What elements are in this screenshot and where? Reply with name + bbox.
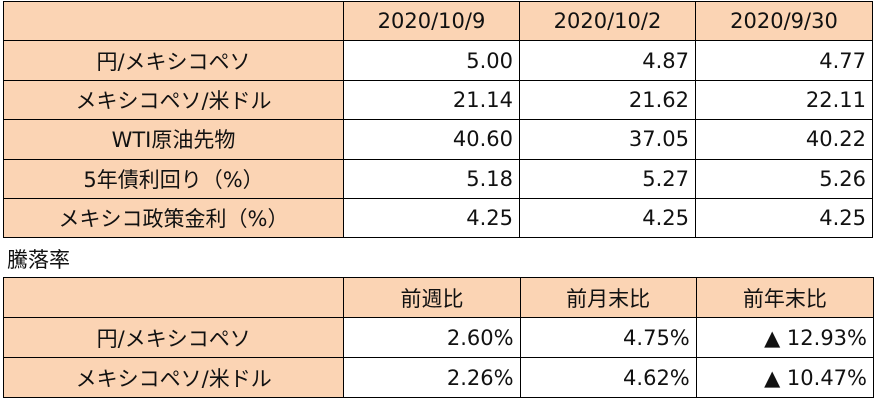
- table-cell: 37.05: [519, 119, 696, 160]
- header-cell-period: 前週比: [343, 277, 521, 318]
- table-cell: 21.14: [343, 79, 520, 121]
- table-cell: 4.77: [695, 40, 873, 81]
- change-rate-table: 前週比 前月末比 前年末比 円/メキシコペソ 2.60% 4.75% ▲ 12.…: [2, 277, 875, 398]
- row-label: WTI原油先物: [3, 119, 344, 160]
- table-cell: ▲ 12.93%: [695, 317, 875, 358]
- row-label: メキシコペソ/米ドル: [2, 357, 345, 398]
- row-label: 円/メキシコペソ: [3, 40, 344, 81]
- header-cell-date: 2020/10/9: [343, 0, 520, 42]
- table-cell: 4.25: [695, 197, 873, 239]
- table-cell: 4.25: [343, 197, 520, 239]
- header-cell-date: 2020/9/30: [695, 0, 873, 42]
- exchange-rate-table: 2020/10/9 2020/10/2 2020/9/30 円/メキシコペソ 5…: [3, 0, 873, 239]
- header-cell-blank: [2, 277, 345, 318]
- table-row: WTI原油先物 40.60 37.05 40.22: [3, 119, 873, 160]
- table-cell: 5.26: [695, 158, 873, 199]
- table-cell: 2.60%: [343, 317, 521, 358]
- row-label: メキシコ政策金利（%）: [3, 197, 344, 239]
- header-cell-date: 2020/10/2: [519, 0, 696, 42]
- table-header-row: 前週比 前月末比 前年末比: [2, 277, 875, 318]
- table-cell: 21.62: [519, 79, 696, 121]
- table-cell: 40.60: [343, 119, 520, 160]
- table-cell: 5.27: [519, 158, 696, 199]
- table-cell: 22.11: [695, 79, 873, 121]
- table-row: メキシコペソ/米ドル 2.26% 4.62% ▲ 10.47%: [2, 357, 875, 398]
- table-cell: 4.87: [519, 40, 696, 81]
- table-cell: 4.25: [519, 197, 696, 239]
- table-cell: 2.26%: [343, 357, 521, 398]
- table-row: メキシコ政策金利（%） 4.25 4.25 4.25: [3, 197, 873, 239]
- table-row: 円/メキシコペソ 5.00 4.87 4.77: [3, 40, 873, 81]
- table-cell: 5.18: [343, 158, 520, 199]
- table-header-row: 2020/10/9 2020/10/2 2020/9/30: [3, 0, 873, 42]
- header-cell-period: 前月末比: [519, 277, 697, 318]
- row-label: メキシコペソ/米ドル: [3, 79, 344, 121]
- header-cell-period: 前年末比: [695, 277, 875, 318]
- table-row: メキシコペソ/米ドル 21.14 21.62 22.11: [3, 79, 873, 121]
- change-rate-caption: 騰落率: [7, 248, 70, 272]
- table-cell: 4.75%: [519, 317, 697, 358]
- table-cell: ▲ 10.47%: [695, 357, 875, 398]
- table-cell: 5.00: [343, 40, 520, 81]
- row-label: 円/メキシコペソ: [2, 317, 345, 358]
- header-cell-blank: [3, 0, 344, 42]
- table-cell: 4.62%: [519, 357, 697, 398]
- row-label: 5年債利回り（%）: [3, 158, 344, 199]
- table-cell: 40.22: [695, 119, 873, 160]
- table-row: 5年債利回り（%） 5.18 5.27 5.26: [3, 158, 873, 199]
- table-row: 円/メキシコペソ 2.60% 4.75% ▲ 12.93%: [2, 317, 875, 358]
